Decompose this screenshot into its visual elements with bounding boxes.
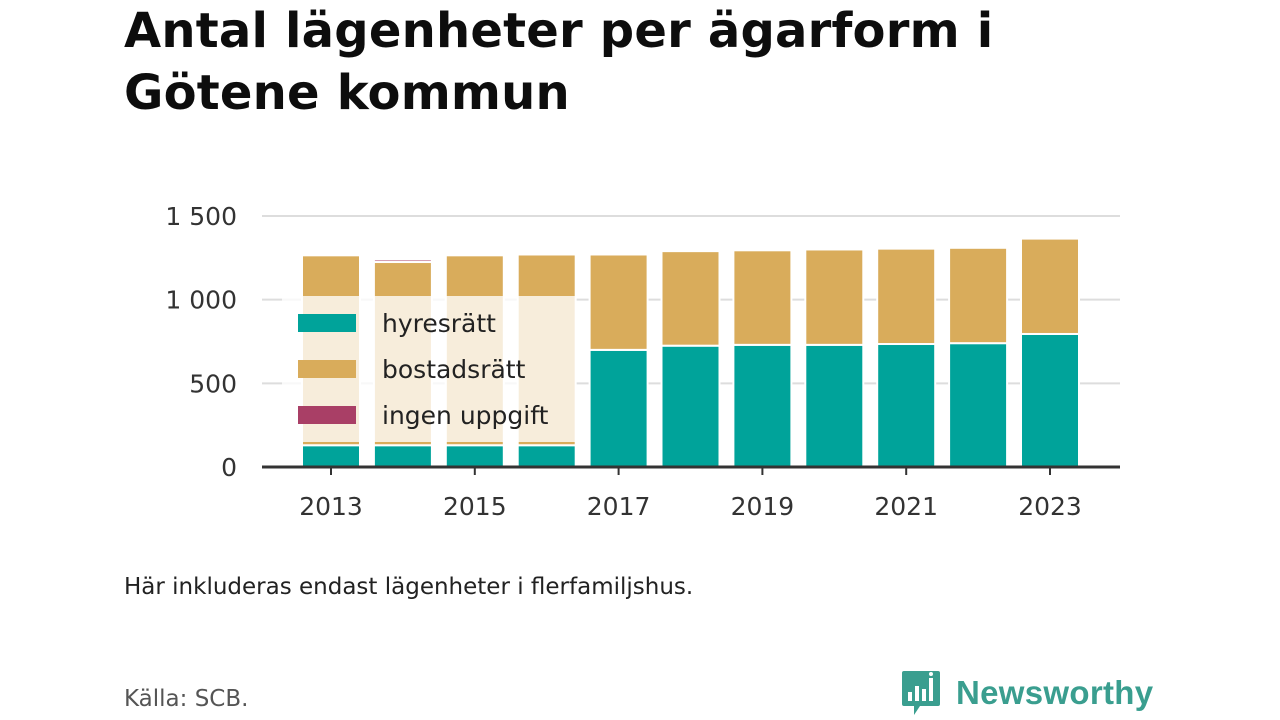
x-tick-label: 2021 (874, 492, 938, 521)
legend-label-bostadsratt: bostadsrätt (382, 355, 526, 384)
bar-segment-hyresratt[interactable] (516, 444, 577, 469)
y-tick-label: 500 (189, 369, 237, 398)
bar-segment-hyresratt[interactable] (372, 444, 433, 469)
bar-segment-bostadsratt[interactable] (588, 253, 649, 351)
bar-segment-bostadsratt[interactable] (1020, 237, 1080, 335)
bar-segment-hyresratt[interactable] (876, 343, 937, 469)
source-credit: Källa: SCB. (124, 686, 249, 712)
brand-name: Newsworthy (956, 674, 1154, 711)
y-tick-label: 1 500 (165, 202, 237, 231)
bar-segment-bostadsratt[interactable] (732, 249, 793, 346)
legend-label-hyresratt: hyresrätt (382, 309, 496, 338)
x-tick-label: 2017 (587, 492, 651, 521)
newsworthy-logo[interactable]: Newsworthy (900, 668, 1153, 718)
bar-segment-hyresratt[interactable] (804, 343, 865, 469)
legend-swatch-bostadsratt (298, 360, 356, 378)
bar-segment-bostadsratt[interactable] (660, 250, 721, 347)
bar-segment-ingen_uppgift[interactable] (372, 258, 433, 264)
legend-label-ingen_uppgift: ingen uppgift (382, 401, 549, 430)
y-tick-label: 1 000 (165, 286, 237, 315)
bar-segment-hyresratt[interactable] (660, 344, 721, 468)
bar-segment-hyresratt[interactable] (948, 342, 1009, 469)
bar-segment-bostadsratt[interactable] (876, 247, 937, 346)
y-tick-label: 0 (221, 453, 237, 482)
chart-title: Antal lägenheter per ägarform i Götene k… (124, 3, 994, 121)
legend-swatch-ingen_uppgift (298, 406, 356, 424)
bar-segment-hyresratt[interactable] (444, 444, 505, 469)
axes: 0 500 1 000 1 500 2013 2015 2017 2019 2021 2023 (165, 202, 1120, 521)
bar-segment-hyresratt[interactable] (588, 348, 649, 468)
x-tick-label: 2015 (443, 492, 507, 521)
bar-segment-hyresratt[interactable] (301, 444, 361, 469)
bar-segment-hyresratt[interactable] (732, 343, 793, 469)
x-tick-label: 2013 (299, 492, 363, 521)
legend: hyresrätt bostadsrätt ingen uppgift (282, 296, 576, 442)
legend-swatch-hyresratt (298, 314, 356, 332)
bar-segment-hyresratt[interactable] (1020, 332, 1080, 468)
x-tick-label: 2023 (1018, 492, 1082, 521)
chart-note: Här inkluderas endast lägenheter i flerf… (124, 574, 694, 600)
x-tick-label: 2019 (731, 492, 795, 521)
bar-chart-speech-bubble-icon (902, 671, 940, 715)
bar-segment-bostadsratt[interactable] (804, 248, 865, 346)
bar-segment-bostadsratt[interactable] (948, 246, 1009, 345)
